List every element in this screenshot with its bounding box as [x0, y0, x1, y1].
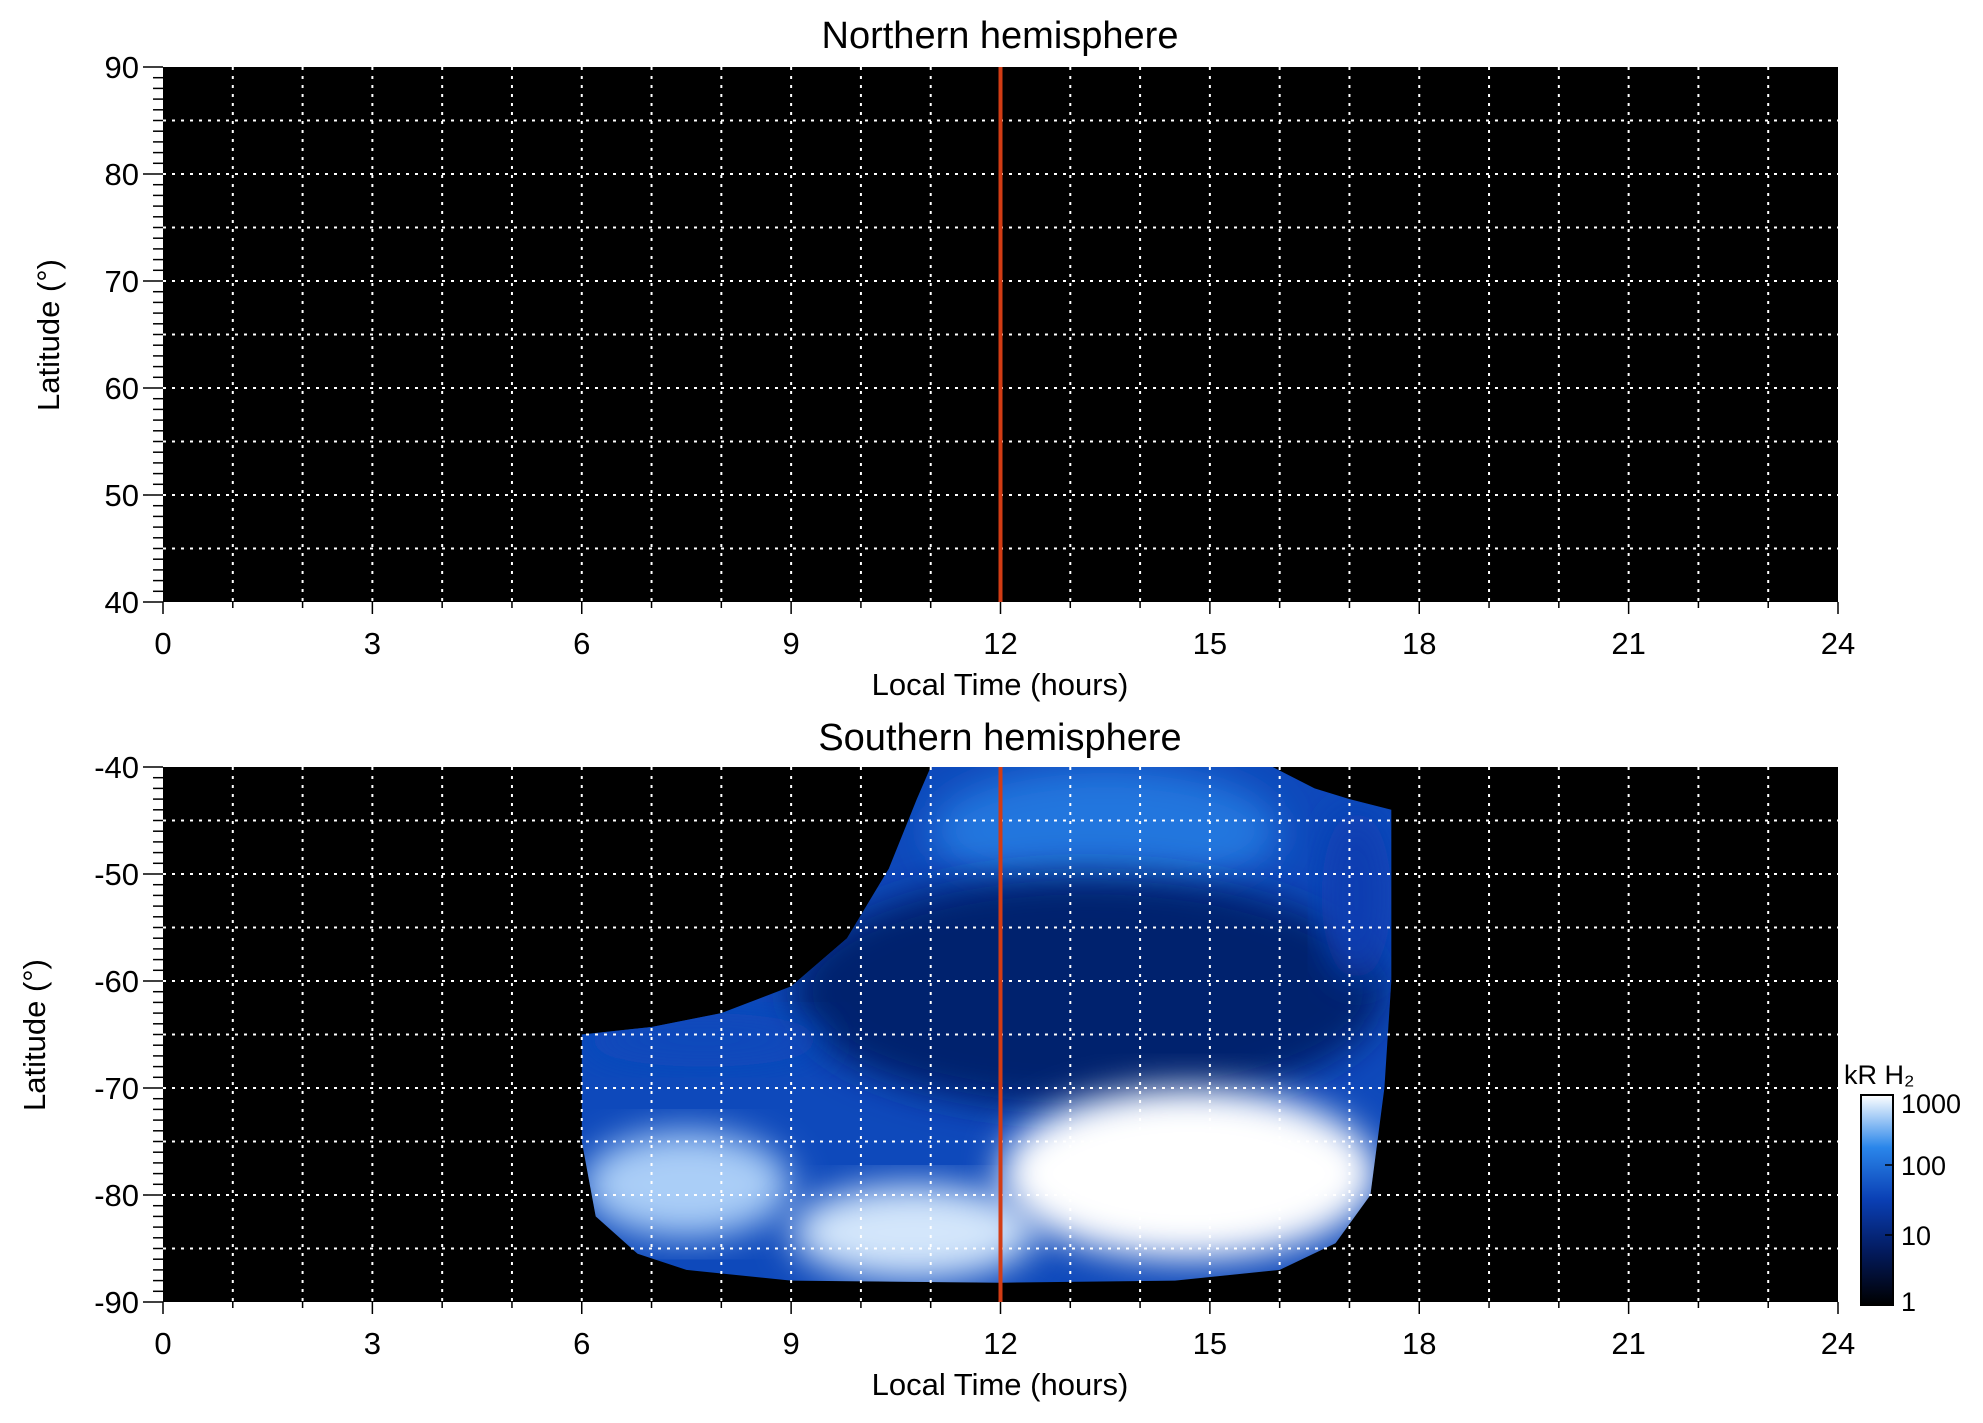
x-tick-label: 15 — [1193, 1326, 1227, 1361]
intensity-region — [930, 767, 1280, 896]
intensity-region — [581, 1130, 792, 1238]
south-intensity-regions — [581, 767, 1392, 1281]
x-tick-label: 0 — [154, 626, 171, 661]
x-tick-label: 0 — [154, 1326, 171, 1361]
colorbar: kR H₂ 1 10 100 1000 — [1844, 1060, 1961, 1317]
south-y-axis-label: Latitude (°) — [17, 959, 52, 1111]
south-y-ticks: -90 -80 -70 -60 -50 -40 — [94, 750, 163, 1320]
intensity-region — [1000, 1088, 1378, 1260]
colorbar-tick-label: 1 — [1901, 1287, 1916, 1317]
x-tick-label: 9 — [783, 1326, 800, 1361]
south-x-ticks: 0 3 6 9 12 15 18 21 24 — [154, 1302, 1855, 1361]
y-tick-label: 70 — [105, 264, 139, 299]
x-tick-label: 6 — [573, 1326, 590, 1361]
intensity-region — [791, 1184, 1036, 1281]
y-tick-label: -60 — [94, 964, 139, 999]
north-x-ticks: 0 3 6 9 12 15 18 21 24 — [154, 602, 1855, 661]
x-tick-label: 21 — [1611, 1326, 1645, 1361]
x-tick-label: 12 — [983, 626, 1017, 661]
colorbar-tick-label: 10 — [1901, 1221, 1931, 1251]
colorbar-ticks: 1 10 100 1000 — [1885, 1089, 1961, 1317]
x-tick-label: 3 — [364, 1326, 381, 1361]
x-tick-label: 18 — [1402, 1326, 1436, 1361]
south-x-axis-label: Local Time (hours) — [872, 1367, 1129, 1402]
colorbar-label: kR H₂ — [1844, 1060, 1914, 1090]
south-title: Southern hemisphere — [818, 717, 1181, 759]
north-x-axis-label: Local Time (hours) — [872, 667, 1129, 702]
y-tick-label: 60 — [105, 371, 139, 406]
y-tick-label: -80 — [94, 1178, 139, 1213]
x-tick-label: 18 — [1402, 626, 1436, 661]
north-y-ticks: 40 50 60 70 80 90 — [105, 50, 163, 620]
y-tick-label: 50 — [105, 478, 139, 513]
south-panel: Southern hemisphere -90 -80 -70 -60 -50 -40 0… — [17, 717, 1855, 1402]
north-y-axis-label: Latitude (°) — [31, 259, 66, 411]
north-title: Northern hemisphere — [822, 15, 1179, 57]
x-tick-label: 21 — [1611, 626, 1645, 661]
y-tick-label: -50 — [94, 857, 139, 892]
x-tick-label: 3 — [364, 626, 381, 661]
y-tick-label: 90 — [105, 50, 139, 85]
y-tick-label: 80 — [105, 157, 139, 192]
y-tick-label: -40 — [94, 750, 139, 785]
colorbar-tick-label: 1000 — [1901, 1089, 1961, 1119]
colorbar-scale — [1860, 1094, 1894, 1306]
x-tick-label: 12 — [983, 1326, 1017, 1361]
y-tick-label: -90 — [94, 1285, 139, 1320]
south-emission-map — [581, 767, 1392, 1283]
x-tick-label: 9 — [783, 626, 800, 661]
x-tick-label: 24 — [1821, 1326, 1855, 1361]
intensity-region — [791, 874, 1385, 1110]
y-tick-label: 40 — [105, 585, 139, 620]
y-tick-label: -70 — [94, 1071, 139, 1106]
north-panel: Northern hemisphere 40 50 60 70 80 90 0 3 6 9 12 1… — [31, 15, 1855, 702]
x-tick-label: 15 — [1193, 626, 1227, 661]
x-tick-label: 6 — [573, 626, 590, 661]
colorbar-tick-label: 100 — [1901, 1151, 1946, 1181]
x-tick-label: 24 — [1821, 626, 1855, 661]
intensity-region — [1321, 809, 1392, 982]
